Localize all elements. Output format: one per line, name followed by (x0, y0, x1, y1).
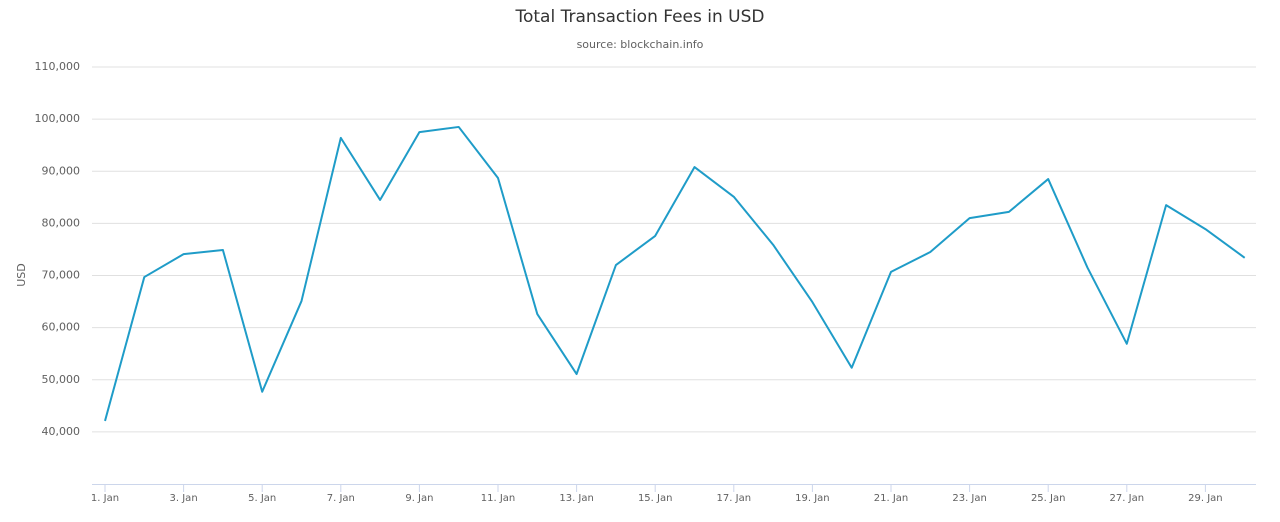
chart-title: Total Transaction Fees in USD (514, 7, 764, 27)
y-tick-label: 60,000 (42, 321, 81, 334)
x-tick-label: 29. Jan (1188, 493, 1223, 504)
x-tick-label: 9. Jan (405, 493, 433, 504)
x-tick-label: 13. Jan (559, 493, 594, 504)
x-tick-label: 23. Jan (952, 493, 987, 504)
x-tick-label: 15. Jan (638, 493, 673, 504)
chart-subtitle: source: blockchain.info (577, 38, 704, 51)
x-tick-label: 17. Jan (717, 493, 752, 504)
x-tick-label: 1. Jan (91, 493, 119, 504)
y-tick-label: 50,000 (42, 373, 81, 386)
y-tick-label: 110,000 (35, 60, 81, 73)
x-tick-label: 25. Jan (1031, 493, 1066, 504)
y-tick-label: 100,000 (35, 112, 81, 125)
y-tick-label: 40,000 (42, 425, 81, 438)
y-tick-label: 70,000 (42, 269, 81, 282)
y-tick-label: 80,000 (42, 216, 81, 229)
x-tick-label: 11. Jan (481, 493, 516, 504)
x-tick-label: 27. Jan (1110, 493, 1145, 504)
x-tick-label: 5. Jan (248, 493, 276, 504)
line-series (104, 125, 1246, 422)
x-tick-label: 3. Jan (170, 493, 198, 504)
x-tick-label: 19. Jan (795, 493, 830, 504)
x-tick-label: 7. Jan (327, 493, 355, 504)
x-tick-label: 21. Jan (874, 493, 909, 504)
y-tick-label: 90,000 (42, 164, 81, 177)
y-axis-label: USD (15, 263, 28, 287)
